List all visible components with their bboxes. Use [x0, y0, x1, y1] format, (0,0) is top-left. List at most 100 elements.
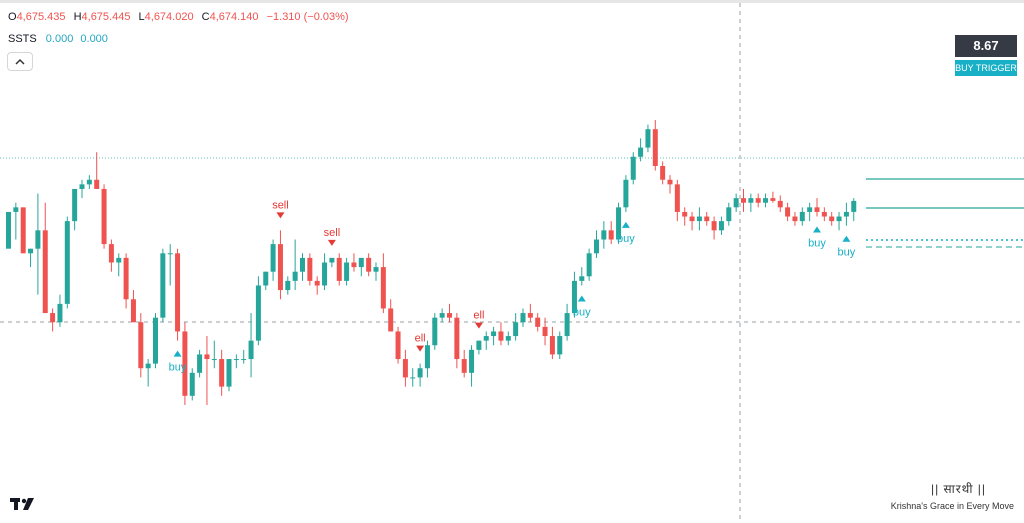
candle-body [263, 271, 269, 286]
candle-body [322, 262, 328, 286]
candle-body [785, 207, 791, 217]
candle-body [307, 257, 313, 281]
candle-body [255, 285, 261, 341]
candle-body [630, 156, 636, 180]
candle-body [64, 221, 70, 304]
candle-body [571, 280, 577, 314]
candle-body [219, 359, 225, 387]
candle-body [410, 377, 416, 379]
sell-signal-label: sell [272, 199, 289, 211]
candle-body [579, 276, 585, 281]
candle-body [799, 211, 805, 222]
candle-body [79, 184, 85, 189]
candle-body [667, 179, 673, 185]
candle-body [248, 340, 254, 360]
candle-body [660, 165, 666, 180]
candle-body [821, 211, 827, 217]
candle-body [388, 308, 394, 332]
buy-arrow-icon [842, 235, 851, 242]
indicator-value-1: 0.000 [45, 33, 74, 45]
candle-body [108, 244, 114, 263]
candle-body [829, 216, 835, 222]
high-key: H [73, 11, 82, 23]
candle-body [616, 207, 622, 240]
levels [866, 178, 1024, 248]
candle-body [57, 303, 63, 323]
candle-body [594, 239, 599, 254]
candle-body [72, 188, 78, 222]
open-key: O [8, 11, 17, 23]
close-key: C [201, 11, 210, 23]
change-value: −1.310 (−0.03%) [266, 11, 349, 23]
candles [6, 120, 857, 405]
candle-body [432, 317, 438, 346]
candle-body [380, 267, 386, 309]
candle-body [270, 244, 276, 272]
candle-body [454, 317, 460, 360]
candle-body [513, 322, 519, 337]
low-key: L [138, 11, 145, 23]
watermark-tagline: Krishna's Grace in Every Move [890, 501, 1014, 511]
candle-body [777, 200, 783, 208]
collapse-legend-button[interactable] [7, 52, 33, 71]
candle-body [814, 207, 820, 212]
price-tag: 8.67 [955, 35, 1017, 57]
watermark-brand: || सारथी || [930, 482, 986, 496]
candle-body [211, 359, 217, 361]
candle-body [505, 336, 511, 341]
buy-signal-label: buy [169, 362, 187, 374]
candle-body [498, 331, 504, 341]
candle-body [748, 198, 754, 203]
candle-body [741, 198, 746, 203]
candle-body [439, 313, 445, 318]
sell-signal-label: ell [473, 310, 484, 322]
candle-body [696, 216, 702, 222]
candle-body [233, 359, 239, 361]
candle-body [564, 313, 570, 337]
buy-trigger-tag: BUY TRIGGER [955, 60, 1017, 76]
candle-body [652, 129, 658, 166]
candle-body [770, 198, 776, 201]
candle-body [674, 184, 680, 212]
indicator-value-2: 0.000 [80, 33, 108, 45]
candle-body [167, 253, 173, 255]
candle-body [601, 230, 607, 240]
candle-body [395, 331, 401, 360]
sell-arrow-icon [416, 345, 425, 352]
candle-body [417, 368, 423, 378]
high-value: 4,675.445 [81, 11, 131, 23]
candle-body [461, 359, 467, 373]
candle-body [138, 322, 144, 369]
candle-body [520, 313, 526, 323]
candle-body [277, 244, 283, 291]
candle-body [726, 207, 732, 222]
candle-body [549, 336, 555, 355]
candle-body [476, 340, 482, 350]
low-value: 4,674.020 [144, 11, 194, 23]
candle-body [351, 262, 357, 268]
candle-body [542, 326, 548, 337]
indicator-legend[interactable]: SSTS 0.000 0.000 [8, 33, 108, 45]
sell-arrow-icon [474, 322, 483, 329]
candle-body [447, 313, 452, 318]
sell-arrow-icon [327, 239, 336, 246]
candle-body [366, 257, 372, 272]
buy-signal-label: buy [617, 233, 635, 245]
candle-body [116, 257, 122, 263]
candle-body [182, 331, 188, 396]
buy-arrow-icon [813, 226, 821, 233]
sell-signal-label: ell [415, 333, 426, 345]
candle-body [704, 216, 710, 222]
buy-arrow-icon [173, 350, 182, 357]
candle-body [402, 359, 408, 378]
candle-body [586, 253, 592, 277]
close-value: 4,674.140 [209, 11, 259, 23]
indicator-name: SSTS [8, 33, 37, 45]
candle-body [241, 359, 247, 361]
candle-body [645, 129, 651, 148]
candle-body [557, 336, 563, 355]
candle-body [424, 345, 430, 369]
tradingview-logo[interactable] [10, 496, 38, 512]
